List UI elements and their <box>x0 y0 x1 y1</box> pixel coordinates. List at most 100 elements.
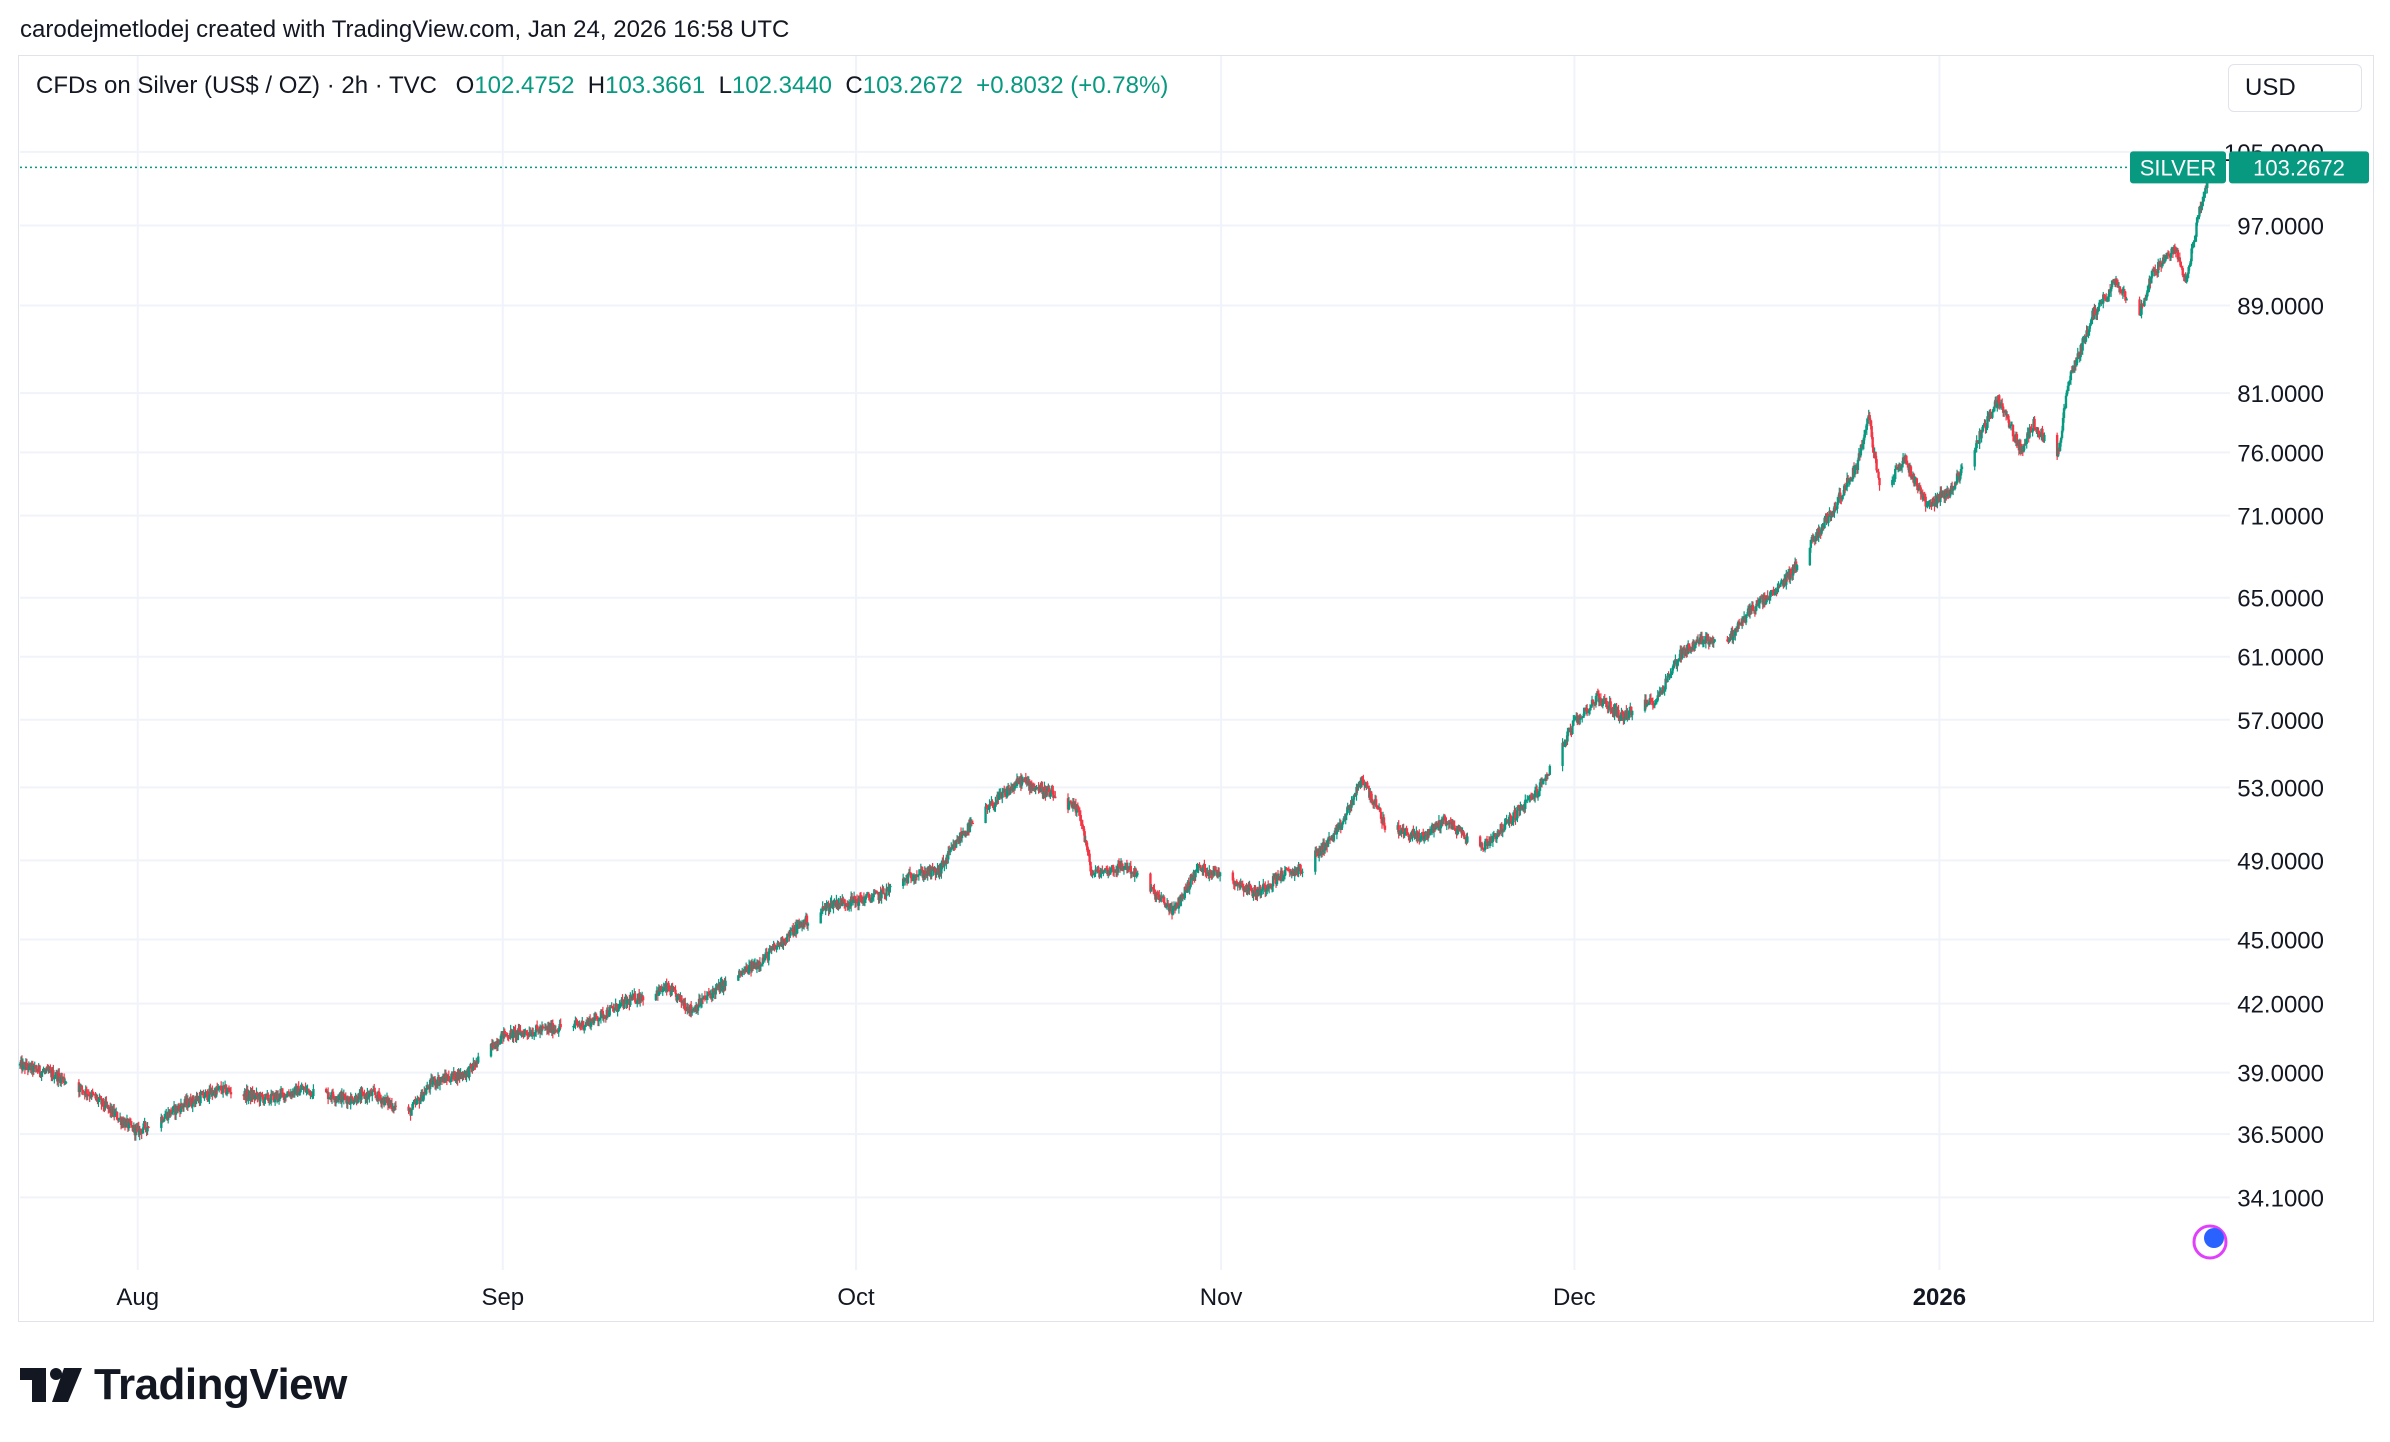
candle-body <box>1203 864 1206 868</box>
candle-body <box>473 1062 476 1067</box>
candle-body <box>1536 792 1540 797</box>
candle-body <box>1129 865 1133 874</box>
candle-body <box>1734 631 1737 636</box>
candle <box>988 799 991 813</box>
candle-body <box>263 1100 266 1103</box>
candle-body <box>760 964 764 966</box>
candle-body <box>885 888 888 897</box>
candle-body <box>704 998 708 1000</box>
candle-body <box>1164 904 1168 907</box>
candle-body <box>1501 828 1504 833</box>
candle <box>1579 713 1582 725</box>
candle-body <box>1261 889 1264 891</box>
candle-body <box>1406 832 1409 834</box>
candle-body <box>224 1084 228 1095</box>
candle <box>373 1083 376 1092</box>
candle-body <box>1603 698 1606 704</box>
candle-body <box>1195 869 1198 871</box>
candle-body <box>837 903 840 909</box>
candle-body <box>1791 564 1795 576</box>
candle <box>1218 871 1222 882</box>
candle <box>46 1064 49 1069</box>
candle-body <box>1088 853 1091 863</box>
candle-body <box>739 970 742 974</box>
candle <box>509 1024 512 1040</box>
candle-body <box>847 906 850 908</box>
candle-body <box>880 890 883 899</box>
candle-body <box>1363 784 1366 786</box>
candle-body <box>1706 634 1710 642</box>
candle-body <box>846 903 849 907</box>
candle <box>1440 816 1444 827</box>
candle-body <box>1374 799 1378 807</box>
candle-body <box>349 1096 352 1105</box>
candle-body <box>1299 864 1302 872</box>
candle-body <box>1566 731 1569 742</box>
candle-body <box>1285 868 1289 870</box>
candle-body <box>1649 697 1653 700</box>
candle-body <box>326 1091 330 1100</box>
candle-body <box>352 1102 355 1104</box>
candle-body <box>211 1089 214 1095</box>
candle-body <box>536 1028 540 1031</box>
candle <box>428 1078 432 1095</box>
chart-frame <box>18 55 2374 1322</box>
candle-body <box>1011 787 1015 791</box>
candle-body <box>761 957 765 965</box>
candle-body <box>917 874 921 876</box>
candle-body <box>1328 837 1332 840</box>
candle <box>673 986 676 990</box>
candle-body <box>601 1010 605 1019</box>
candle-body <box>1022 779 1026 781</box>
candle-body <box>1648 697 1652 704</box>
candle <box>453 1070 456 1081</box>
candle-body <box>988 804 991 809</box>
candle-body <box>1668 674 1671 677</box>
candle-body <box>984 806 987 824</box>
candle-body <box>470 1064 473 1068</box>
candle-body <box>608 1006 611 1016</box>
candle-body <box>574 1021 577 1024</box>
candle-body <box>447 1075 451 1081</box>
candle <box>1875 455 1878 473</box>
candle-body <box>1249 885 1252 889</box>
candle-body <box>1039 784 1042 793</box>
candle <box>411 1102 414 1111</box>
candle-body <box>18 1063 22 1066</box>
candle-body <box>489 1043 493 1057</box>
candle <box>171 1106 175 1116</box>
candle <box>992 802 995 811</box>
candle <box>1751 601 1755 611</box>
candle-body <box>827 903 830 911</box>
candle-body <box>859 897 863 901</box>
candle <box>737 975 740 981</box>
candle-body <box>970 821 974 824</box>
candle-body <box>741 970 744 975</box>
candle <box>1117 858 1121 868</box>
candle-body <box>81 1089 85 1092</box>
candle-body <box>47 1068 50 1072</box>
candle <box>1853 465 1857 478</box>
candle-body <box>876 892 879 894</box>
candle-body <box>221 1085 225 1093</box>
candle-body <box>394 1105 398 1107</box>
candle-body <box>1517 806 1520 808</box>
candle <box>1672 660 1675 671</box>
candle <box>574 1016 577 1030</box>
candle <box>1022 779 1026 783</box>
candle-body <box>217 1088 220 1090</box>
candle <box>1872 444 1875 459</box>
candle-body <box>598 1018 602 1020</box>
candle <box>1769 590 1772 601</box>
candle <box>1712 636 1715 648</box>
candle-body <box>1906 464 1910 468</box>
candle-body <box>1563 742 1566 746</box>
candle-body <box>343 1094 347 1097</box>
candle-body <box>724 980 727 987</box>
candle <box>1726 635 1729 642</box>
candle-body <box>940 863 943 874</box>
candle-body <box>1728 639 1731 642</box>
candle-body <box>1424 831 1428 835</box>
candle-body <box>227 1088 231 1090</box>
